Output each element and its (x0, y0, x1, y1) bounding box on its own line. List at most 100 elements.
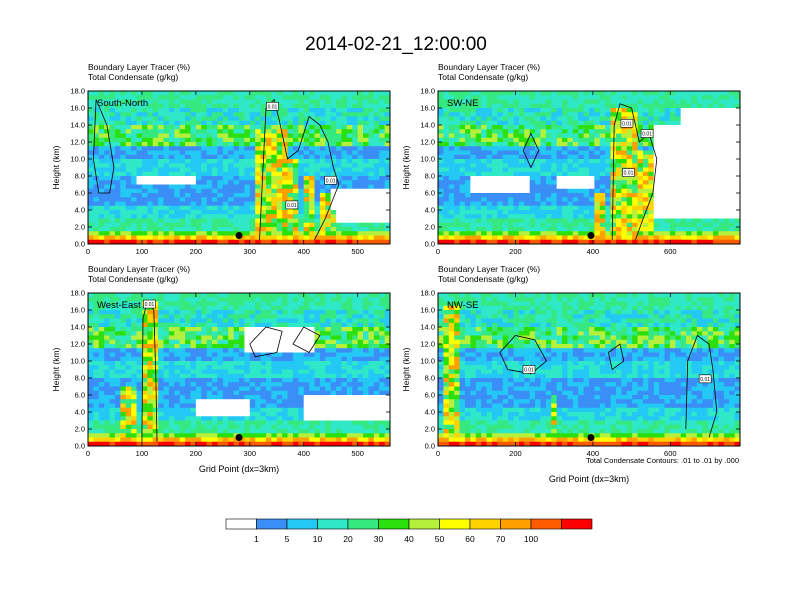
y-tick-label: 4.0 (75, 408, 85, 417)
colorbar-swatch (469, 518, 501, 530)
panel-name: SW-NE (447, 98, 479, 109)
colorbar-label: 50 (435, 534, 445, 544)
contour-footnote: Total Condensate Contours: .01 to .01 by… (586, 456, 739, 465)
contour-label: 0.01 (624, 171, 634, 177)
colorbar-swatch (225, 518, 257, 530)
contour-label: 0.01 (524, 368, 534, 374)
y-tick-label: 12.0 (420, 138, 435, 147)
y-tick-label: 16.0 (420, 306, 435, 315)
colorbar-swatch (256, 518, 288, 530)
y-tick-label: 18.0 (420, 87, 435, 96)
y-tick-label: 10.0 (420, 357, 435, 366)
x-tick-label: 400 (297, 449, 310, 458)
x-tick-label: 600 (664, 247, 677, 256)
x-tick-label: 500 (351, 247, 364, 256)
x-axis-label: Grid Point (dx=3km) (199, 464, 279, 474)
contour-label: 0.01 (268, 104, 278, 110)
y-tick-label: 6.0 (425, 391, 435, 400)
location-marker (587, 232, 595, 239)
x-axis-label: Grid Point (dx=3km) (549, 474, 629, 484)
y-tick-label: 8.0 (425, 172, 435, 181)
panel-name: South-North (97, 98, 148, 109)
y-axis-label: Height (km) (401, 145, 411, 189)
condensate-contour (685, 334, 718, 438)
panel-header-tracer: Boundary Layer Tracer (%) (88, 62, 190, 72)
y-tick-label: 14.0 (420, 323, 435, 332)
y-tick-label: 8.0 (75, 172, 85, 181)
x-tick-label: 300 (244, 247, 257, 256)
y-tick-label: 4.0 (75, 206, 85, 215)
panel-3: 0.01 0.0 2.0 4.0 6.0 8.0 10.0 12.0 14.0 16.0 18.0 0… (51, 264, 391, 474)
y-tick-label: 0.0 (425, 442, 435, 451)
contour-label-box (324, 175, 337, 185)
y-tick-label: 2.0 (75, 425, 85, 434)
contour-label: 0.01 (622, 121, 632, 127)
y-tick-label: 0.0 (425, 240, 435, 249)
y-tick-label: 10.0 (70, 357, 85, 366)
panels: 0.010.010.010.02.04.06.08.010.012.014.01… (51, 62, 741, 484)
colorbar-label: 30 (374, 534, 384, 544)
panel-frame (437, 292, 741, 447)
colorbar-swatch (408, 518, 440, 530)
colorbar-label: 70 (496, 534, 506, 544)
y-tick-label: 4.0 (425, 408, 435, 417)
panel-header-tracer: Boundary Layer Tracer (%) (438, 264, 540, 274)
y-tick-label: 0.0 (75, 442, 85, 451)
y-tick-label: 18.0 (70, 289, 85, 298)
contour-label-box (522, 365, 536, 374)
colorbar-swatch (439, 518, 471, 530)
panel-header-tracer: Boundary Layer Tracer (%) (438, 62, 540, 72)
panel-header-condensate: Total Condensate (g/kg) (438, 72, 528, 82)
condensate-contour (499, 335, 547, 375)
colorbar-swatch (317, 518, 349, 530)
location-marker (235, 434, 243, 441)
panel-header-tracer: Boundary Layer Tracer (%) (88, 264, 190, 274)
y-tick-label: 6.0 (75, 391, 85, 400)
panel-frame (437, 90, 741, 245)
colorbar-swatch (347, 518, 379, 530)
panel-1: 0.01 0.01 0.01 0.0 2.0 4.0 6.0 8.0 10.0 12.0 14.0 1… (51, 62, 391, 256)
x-tick-label: 100 (136, 449, 149, 458)
y-tick-label: 14.0 (70, 121, 85, 130)
x-tick-label: 200 (509, 449, 522, 458)
contour-label-box (285, 200, 299, 210)
contour-label: 0.01 (145, 302, 155, 308)
panel-header-condensate: Total Condensate (g/kg) (88, 274, 178, 284)
tracer-field: 0.01 0.01 (438, 293, 740, 446)
x-tick-label: 0 (86, 247, 90, 256)
contour-label-box (698, 374, 712, 384)
condensate-contour (249, 326, 283, 358)
figure-title: 2014-02-21_12:00:00 (305, 34, 487, 55)
condensate-contour (522, 132, 540, 169)
colorbar-swatch (530, 518, 562, 530)
y-tick-label: 0.0 (75, 240, 85, 249)
contour-label: 0.01 (700, 377, 710, 383)
y-tick-label: 14.0 (420, 121, 435, 130)
colorbar-swatch (561, 518, 593, 530)
y-tick-label: 2.0 (75, 223, 85, 232)
y-tick-label: 16.0 (420, 104, 435, 113)
y-tick-label: 12.0 (420, 340, 435, 349)
panel-frame (87, 90, 391, 245)
x-tick-label: 0 (86, 449, 90, 458)
x-tick-label: 100 (136, 247, 149, 256)
x-tick-label: 200 (190, 247, 203, 256)
y-tick-label: 8.0 (425, 374, 435, 383)
x-tick-label: 0 (436, 247, 440, 256)
colorbar-label: 100 (524, 534, 538, 544)
contour-label: 0.01 (326, 178, 336, 184)
condensate-contour (259, 98, 340, 240)
y-axis-label: Height (km) (51, 347, 61, 391)
y-tick-label: 14.0 (70, 323, 85, 332)
x-tick-label: 200 (190, 449, 203, 458)
y-tick-label: 2.0 (425, 425, 435, 434)
y-tick-label: 10.0 (420, 155, 435, 164)
tracer-field: 0.01 0.01 0.01 (88, 91, 390, 244)
panel-name: West-East (97, 300, 141, 311)
contour-label-box (622, 168, 635, 177)
colorbar-label: 20 (343, 534, 353, 544)
panel-4: 0.01 0.01 0.0 2.0 4.0 6.0 8.0 10.0 12.0 14.0 16.0 1… (401, 264, 741, 484)
x-tick-label: 400 (297, 247, 310, 256)
colorbar-label: 1 (254, 534, 259, 544)
